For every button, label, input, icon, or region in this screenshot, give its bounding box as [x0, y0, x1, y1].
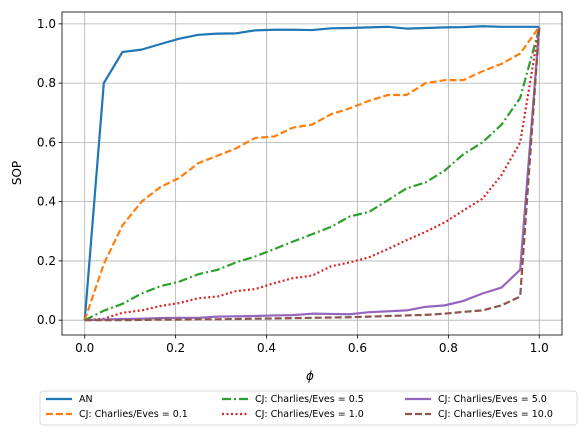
legend: AN CJ: Charlies/Eves = 0.1 CJ: Charlies/Ev…	[39, 390, 578, 426]
axis-ticks: 0.0 0.2 0.4 0.6 0.8 1.0 0.0 0.2 0.4 0.6 0.8 1.0	[37, 17, 549, 355]
x-tick-label: 0.0	[75, 341, 94, 355]
plot-frame	[61, 11, 563, 336]
y-tick-label: 0.2	[37, 254, 56, 268]
series-line-4	[84, 26, 541, 322]
y-tick-label: 0.0	[37, 313, 56, 327]
series-lines	[83, 25, 541, 322]
y-axis-label: SOP	[10, 161, 24, 185]
legend-label-0: AN	[79, 394, 93, 405]
x-tick-label: 0.6	[348, 341, 367, 355]
legend-label-3: CJ: Charlies/Eves = 1.0	[255, 409, 364, 420]
grid	[62, 12, 562, 335]
x-axis-label: ϕ	[306, 369, 314, 383]
legend-label-5: CJ: Charlies/Eves = 10.0	[438, 409, 553, 420]
legend-label-4: CJ: Charlies/Eves = 5.0	[438, 394, 547, 405]
y-tick-label: 0.6	[37, 135, 56, 149]
series-line-1	[83, 26, 541, 321]
series-line-3	[84, 26, 541, 322]
y-tick-label: 1.0	[37, 17, 56, 31]
series-line-0	[83, 25, 540, 321]
x-tick-label: 0.4	[257, 341, 276, 355]
legend-label-1: CJ: Charlies/Eves = 0.1	[79, 409, 188, 420]
legend-label-2: CJ: Charlies/Eves = 0.5	[255, 394, 364, 405]
legend-box	[39, 390, 578, 426]
x-tick-label: 1.0	[530, 341, 549, 355]
series-line-2	[84, 28, 541, 322]
y-tick-label: 0.4	[37, 195, 56, 209]
series-line-5	[84, 26, 541, 322]
y-tick-label: 0.8	[37, 76, 56, 90]
x-tick-label: 0.2	[166, 341, 185, 355]
x-tick-label: 0.8	[439, 341, 458, 355]
